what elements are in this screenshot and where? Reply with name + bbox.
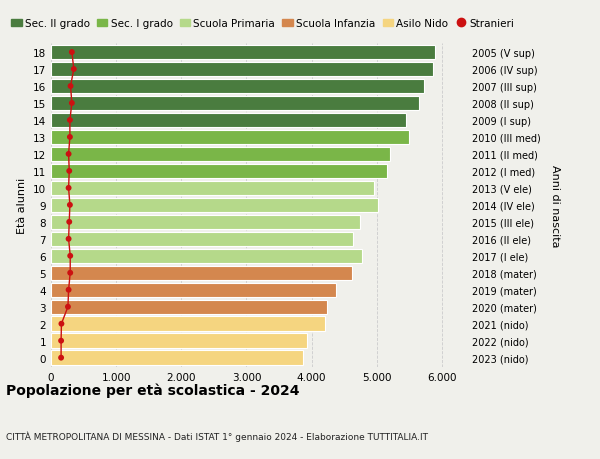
Bar [51,113,406,128]
Point [63,303,73,311]
Point [56,320,66,328]
Bar [51,317,325,331]
Point [56,337,66,345]
Point [66,83,76,90]
Bar [51,300,326,314]
Point [64,286,73,294]
Text: Popolazione per età scolastica - 2024: Popolazione per età scolastica - 2024 [6,382,299,397]
Bar [51,130,409,145]
Bar [51,147,390,162]
Point [65,252,75,260]
Point [64,235,73,243]
Bar [51,249,362,263]
Y-axis label: Anni di nascita: Anni di nascita [550,164,560,246]
Bar [51,266,352,280]
Bar [51,215,361,230]
Bar [51,46,436,60]
Point [64,218,74,226]
Text: CITTÀ METROPOLITANA DI MESSINA - Dati ISTAT 1° gennaio 2024 - Elaborazione TUTTI: CITTÀ METROPOLITANA DI MESSINA - Dati IS… [6,430,428,441]
Point [65,117,74,124]
Bar [51,283,337,297]
Point [67,49,77,56]
Bar [51,63,433,77]
Point [65,202,74,209]
Point [64,168,74,175]
Y-axis label: Età alunni: Età alunni [17,177,28,234]
Bar [51,164,386,179]
Bar [51,79,424,94]
Bar [51,198,378,213]
Bar [51,351,303,365]
Bar [51,181,374,196]
Bar [51,232,353,246]
Point [65,269,75,277]
Legend: Sec. II grado, Sec. I grado, Scuola Primaria, Scuola Infanzia, Asilo Nido, Stran: Sec. II grado, Sec. I grado, Scuola Prim… [11,19,514,29]
Point [56,354,66,362]
Point [67,100,77,107]
Point [64,185,73,192]
Point [69,66,79,73]
Point [65,134,74,141]
Point [64,151,73,158]
Bar [51,96,419,111]
Bar [51,334,307,348]
